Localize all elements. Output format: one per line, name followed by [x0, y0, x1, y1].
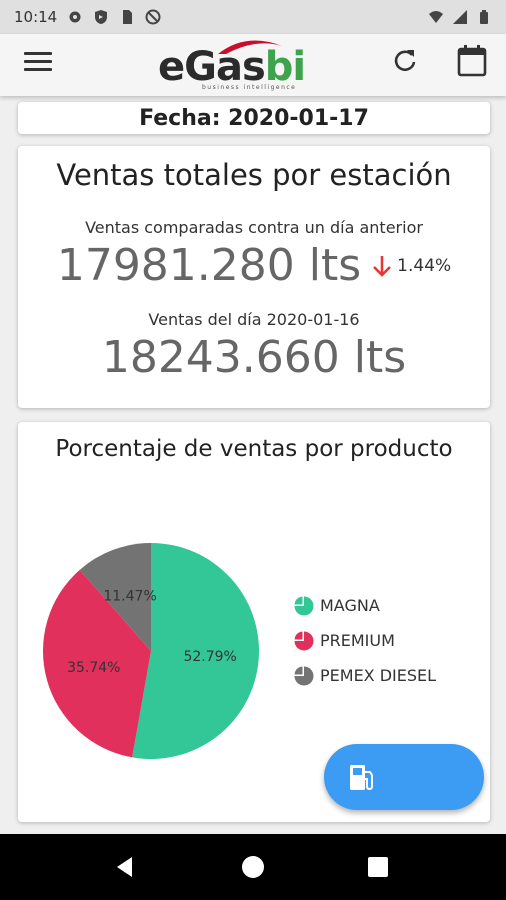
legend-item-magna[interactable]: MAGNA	[294, 588, 436, 623]
change-percent: 1.44%	[397, 255, 452, 276]
chart-title: Porcentaje de ventas por producto	[55, 436, 453, 462]
legend-label: PREMIUM	[320, 631, 395, 650]
pie-label-magna: 52.79%	[183, 649, 236, 665]
previous-day-value: 18243.660 lts	[101, 332, 407, 383]
app-logo: eGasbi business intelligence	[158, 36, 348, 94]
product-chart-card: Porcentaje de ventas por producto 52.79%…	[18, 422, 490, 822]
pie-legend-icon	[294, 596, 314, 615]
gas-pump-icon	[350, 765, 373, 791]
pie-label-premium: 35.74%	[67, 660, 120, 676]
logo-swoosh-icon	[218, 40, 282, 54]
refresh-icon[interactable]	[390, 46, 420, 76]
calendar-icon[interactable]	[456, 44, 488, 78]
menu-icon[interactable]	[24, 52, 52, 76]
chart-legend: MAGNA PREMIUM PEMEX DIESEL	[294, 588, 436, 693]
system-nav-bar	[0, 834, 506, 900]
date-card[interactable]: Fecha: 2020-01-17	[18, 102, 490, 134]
dnd-icon	[145, 9, 161, 25]
compare-row: 17981.280 lts 1.44%	[18, 240, 490, 291]
recent-apps-icon[interactable]	[368, 857, 388, 877]
status-time: 10:14	[14, 8, 58, 26]
battery-icon	[480, 10, 488, 24]
pie-legend-icon	[294, 666, 314, 685]
pie-label-pemex-diesel: 11.47%	[103, 588, 156, 604]
pie-slice-magna[interactable]	[132, 543, 259, 759]
arrow-down-icon	[373, 255, 392, 277]
logo-text: eGasbi	[158, 44, 306, 90]
pie-slice-pemex-diesel[interactable]	[79, 543, 151, 651]
back-icon[interactable]	[114, 855, 138, 879]
legend-item-premium[interactable]: PREMIUM	[294, 623, 436, 658]
legend-label: MAGNA	[320, 596, 380, 615]
status-bar: 10:14	[0, 0, 506, 34]
shield-icon	[95, 10, 108, 24]
pie-chart: 52.79% 35.74% 11.47%	[43, 543, 259, 759]
legend-label: PEMEX DIESEL	[320, 666, 437, 685]
date-label: Fecha: 2020-01-17	[139, 105, 369, 131]
legend-item-pemex-diesel[interactable]: PEMEX DIESEL	[294, 658, 436, 693]
pie-legend-icon	[294, 631, 314, 650]
previous-day-label: Ventas del día 2020-01-16	[148, 310, 360, 329]
pie-slice-premium[interactable]	[43, 569, 151, 758]
logo-tagline: business intelligence	[202, 84, 297, 91]
wifi-icon	[429, 11, 443, 23]
signal-icon	[453, 10, 467, 24]
compare-label: Ventas comparadas contra un día anterior	[85, 218, 423, 237]
sales-card: Ventas totales por estación Ventas compa…	[18, 146, 490, 408]
app-bar: eGasbi business intelligence	[0, 34, 506, 96]
sales-title: Ventas totales por estación	[56, 158, 452, 192]
gas-station-fab[interactable]	[324, 744, 484, 810]
home-icon[interactable]	[242, 856, 264, 878]
current-sales-value: 17981.280 lts	[56, 240, 362, 291]
gear-icon	[69, 11, 81, 23]
sim-icon	[123, 10, 133, 24]
